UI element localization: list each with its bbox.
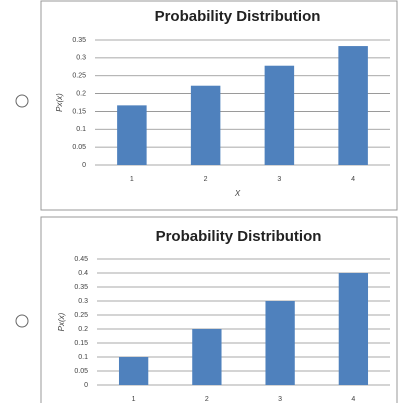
bar <box>338 273 369 385</box>
bar <box>190 85 221 165</box>
x-tick-label: 1 <box>130 176 134 183</box>
y-tick-label: 0.1 <box>78 354 88 361</box>
y-tick-label: 0.1 <box>76 126 86 133</box>
y-tick-label: 0.15 <box>72 108 86 115</box>
x-tick-label: 2 <box>205 396 209 403</box>
chart-title: Probability Distribution <box>155 8 321 25</box>
y-tick-label: 0.05 <box>72 144 86 151</box>
y-tick-label: 0.3 <box>78 298 88 305</box>
chart-title: Probability Distribution <box>156 228 322 245</box>
y-tick-label: 0.2 <box>76 90 86 97</box>
y-tick-label: 0.35 <box>72 37 86 44</box>
x-tick-label: 3 <box>278 396 282 403</box>
x-tick-label: 1 <box>132 396 136 403</box>
y-axis-label: Px(x) <box>55 93 64 112</box>
bar <box>118 357 149 385</box>
bar <box>117 105 147 165</box>
bar <box>265 301 295 385</box>
y-tick-label: 0.45 <box>74 256 88 263</box>
y-tick-label: 0.4 <box>78 270 88 277</box>
x-tick-label: 4 <box>351 396 355 403</box>
y-tick-label: 0.25 <box>72 73 86 80</box>
y-tick-label: 0.05 <box>74 368 88 375</box>
radio-button[interactable] <box>15 314 29 328</box>
y-tick-label: 0.3 <box>76 55 86 62</box>
y-tick-label: 0.35 <box>74 284 88 291</box>
y-tick-label: 0.15 <box>74 340 88 347</box>
y-tick-label: 0.25 <box>74 312 88 319</box>
y-tick-label: 0 <box>82 162 86 169</box>
y-tick-label: 0.2 <box>78 326 88 333</box>
bar <box>264 65 295 165</box>
x-tick-label: 2 <box>204 176 208 183</box>
x-axis-label: X <box>234 189 241 198</box>
y-tick-label: 0 <box>84 382 88 389</box>
x-tick-label: 3 <box>277 176 281 183</box>
bar <box>338 46 368 166</box>
bar <box>192 329 222 385</box>
x-tick-label: 4 <box>351 176 355 183</box>
y-axis-label: Px(x) <box>57 312 66 331</box>
radio-button[interactable] <box>15 94 29 108</box>
